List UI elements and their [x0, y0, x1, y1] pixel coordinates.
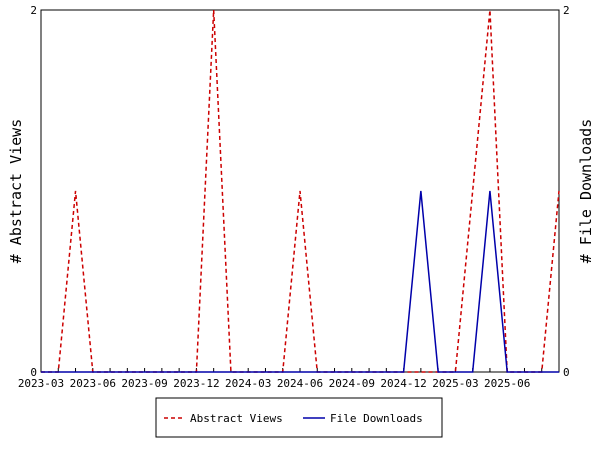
legend-box: [155, 397, 443, 438]
x-tick-label: 2025-06: [484, 377, 530, 390]
series-file-downloads: [41, 190, 559, 373]
x-tick-label: 2023-03: [18, 377, 64, 390]
legend-label-abstract-views: Abstract Views: [190, 412, 283, 425]
legend: Abstract Views File Downloads: [155, 397, 443, 438]
x-tick-label: 2024-12: [380, 377, 426, 390]
x-tick-label: 2024-09: [329, 377, 375, 390]
x-tick-label: 2024-06: [277, 377, 323, 390]
x-tick-label: 2023-09: [121, 377, 167, 390]
x-tick-label: 2024-03: [225, 377, 271, 390]
legend-label-file-downloads: File Downloads: [330, 412, 423, 425]
x-tick-label: 2023-06: [70, 377, 116, 390]
y-axis-left-title: # Abstract Views: [7, 119, 25, 264]
y-right-tick-label: 2: [563, 4, 570, 17]
y-axis-right-title: # File Downloads: [577, 119, 595, 264]
y-right-tick-label: 0: [563, 366, 570, 379]
y-left-tick-label: 0: [30, 366, 37, 379]
y-left-tick-label: 2: [30, 4, 37, 17]
x-tick-label: 2023-12: [173, 377, 219, 390]
series-layer: [41, 9, 560, 373]
x-tick-label: 2025-03: [432, 377, 478, 390]
